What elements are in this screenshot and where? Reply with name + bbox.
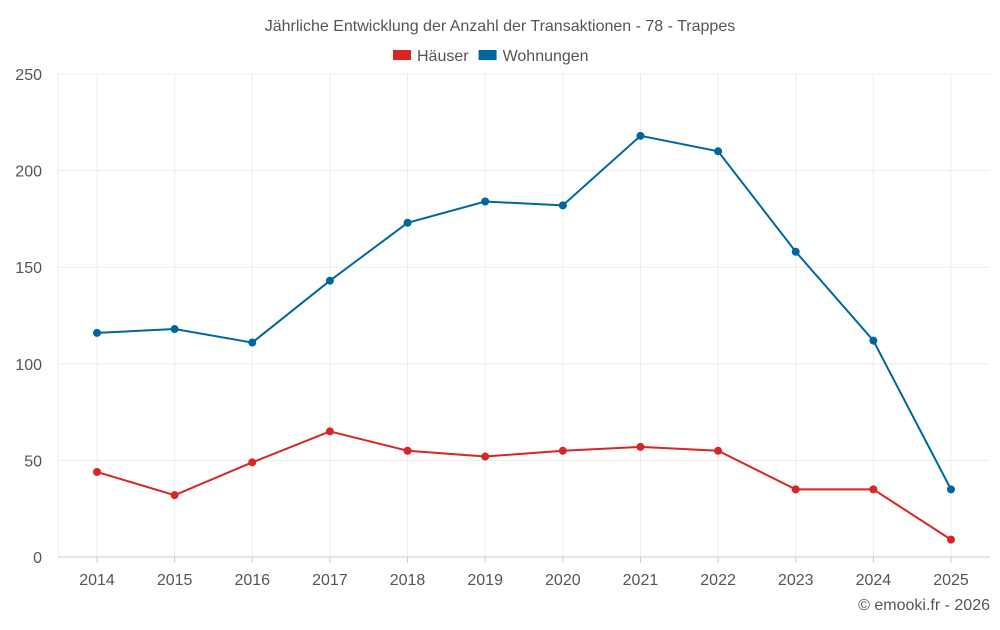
series-group [93, 131, 955, 544]
data-point [403, 218, 412, 227]
data-point [248, 458, 257, 467]
series-wohnungen [93, 131, 955, 494]
x-tick-label: 2015 [157, 572, 193, 589]
data-point [636, 131, 645, 140]
y-tick-label: 150 [15, 260, 42, 277]
data-point [248, 338, 257, 347]
data-point [791, 485, 800, 494]
data-point [869, 336, 878, 345]
chart-title: Jährliche Entwicklung der Anzahl der Tra… [265, 18, 735, 35]
y-tick-label: 50 [24, 453, 42, 470]
x-tick-label: 2023 [778, 572, 814, 589]
data-point [325, 427, 334, 436]
data-point [93, 467, 101, 476]
data-point [869, 485, 878, 494]
data-point [481, 452, 490, 461]
data-point [403, 446, 412, 455]
data-point [325, 276, 334, 285]
x-tick-label: 2018 [390, 572, 426, 589]
series-line [96, 430, 952, 541]
data-point [636, 442, 645, 451]
legend-label: Häuser [417, 48, 469, 65]
y-tick-label: 100 [15, 357, 42, 374]
data-point [93, 328, 101, 337]
y-tick-label: 0 [33, 550, 42, 567]
series-häuser [93, 427, 955, 544]
x-tick-label: 2017 [312, 572, 348, 589]
legend-label: Wohnungen [503, 48, 589, 65]
legend-swatch [393, 50, 411, 60]
legend-swatch [478, 50, 497, 60]
legend-item: Wohnungen [478, 48, 589, 65]
data-point [481, 197, 490, 206]
x-tick-label: 2019 [467, 572, 503, 589]
grid [57, 73, 990, 557]
data-point [170, 491, 179, 500]
data-point [947, 485, 955, 494]
data-point [791, 247, 800, 256]
series-line [96, 134, 952, 490]
y-tick-label: 250 [15, 67, 42, 84]
x-tick-label: 2014 [79, 572, 115, 589]
x-tick-label: 2016 [234, 572, 270, 589]
data-point [170, 325, 179, 334]
data-point [714, 147, 723, 156]
legend-item: Häuser [393, 48, 469, 65]
data-point [714, 446, 723, 455]
data-point [947, 535, 955, 544]
data-point [558, 201, 567, 210]
axes: 0 50 100 150 200 250 2014 2015 2016 2017 2018 2019 2… [15, 67, 990, 589]
x-tick-label: 2020 [545, 572, 581, 589]
y-tick-label: 200 [15, 164, 42, 181]
x-tick-label: 2025 [933, 572, 969, 589]
data-point [558, 446, 567, 455]
legend: Häuser Wohnungen [393, 48, 589, 65]
copyright-text: © emooki.fr - 2026 [858, 597, 990, 614]
x-tick-label: 2024 [856, 572, 892, 589]
x-tick-label: 2022 [700, 572, 736, 589]
x-tick-label: 2021 [623, 572, 659, 589]
